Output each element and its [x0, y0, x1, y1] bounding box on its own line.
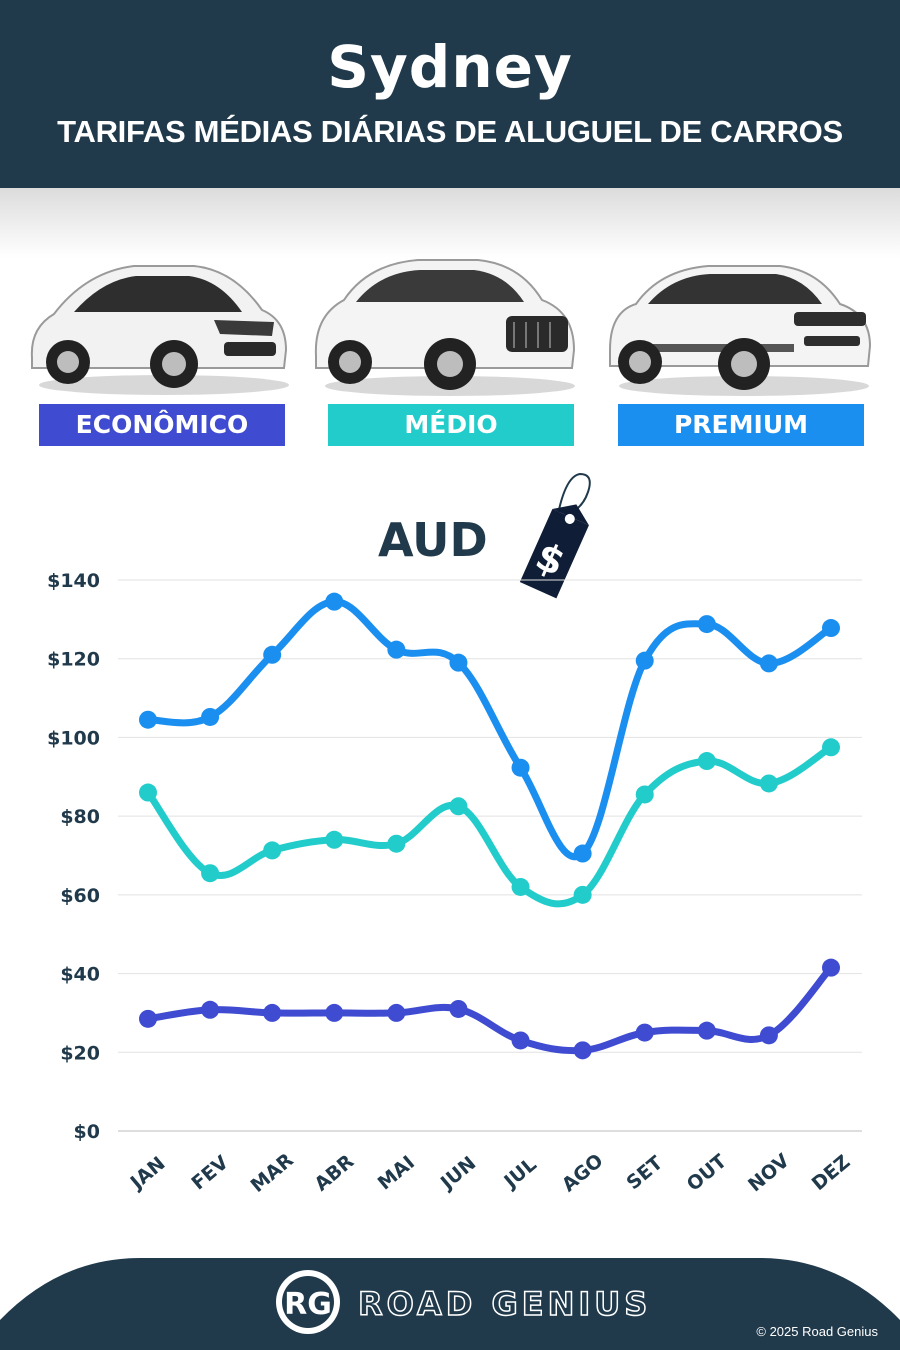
- y-tick-label: $0: [74, 1121, 100, 1143]
- data-point: [635, 1023, 654, 1042]
- x-tick-label: MAI: [374, 1151, 419, 1194]
- page-title: Sydney: [327, 33, 573, 101]
- data-point: [263, 841, 282, 860]
- data-point: [759, 1026, 778, 1045]
- premium-suv-icon: [609, 265, 872, 396]
- x-tick-label: ABR: [310, 1150, 358, 1195]
- data-point: [387, 1003, 406, 1022]
- legend-medio: MÉDIO: [328, 404, 574, 446]
- y-tick-label: $40: [60, 964, 100, 986]
- data-point: [449, 797, 468, 816]
- x-tick-label: NOV: [744, 1150, 794, 1197]
- data-point: [387, 640, 406, 659]
- x-tick-label: MAR: [247, 1149, 298, 1197]
- hatchback-car-icon: [30, 265, 289, 395]
- data-point: [697, 1021, 716, 1040]
- y-tick-label: $140: [47, 570, 100, 592]
- data-point: [635, 785, 654, 804]
- data-point: [635, 651, 654, 670]
- price-tag-icon: $: [519, 472, 591, 599]
- data-point: [139, 1009, 157, 1028]
- data-point: [387, 834, 406, 853]
- footer: RG: [0, 1258, 900, 1350]
- y-tick-label: $120: [47, 649, 100, 671]
- x-tick-label: SET: [622, 1152, 667, 1194]
- header: Sydney TARIFAS MÉDIAS DIÁRIAS DE ALUGUEL…: [0, 0, 900, 188]
- data-point: [822, 619, 840, 638]
- y-tick-label: $80: [60, 806, 100, 828]
- data-point: [201, 1000, 220, 1019]
- line-chart: $0 $20 $40 $60 $80 $100 $120 $140 JAN FEV MAR ABR MA…: [47, 570, 862, 1197]
- data-point: [759, 654, 778, 673]
- data-point: [325, 592, 344, 611]
- data-point: [449, 999, 468, 1018]
- x-tick-label: AGO: [558, 1150, 608, 1197]
- data-point: [822, 958, 840, 977]
- x-tick-label: OUT: [683, 1150, 731, 1196]
- y-tick-label: $20: [60, 1042, 100, 1064]
- data-point: [697, 615, 716, 634]
- copyright: © 2025 Road Genius: [756, 1324, 878, 1339]
- data-point: [573, 1041, 592, 1060]
- x-tick-label: JUN: [435, 1152, 480, 1195]
- data-point: [325, 1003, 344, 1022]
- data-point: [139, 710, 157, 729]
- data-point: [201, 864, 220, 883]
- data-point: [511, 877, 530, 896]
- legend-premium: PREMIUM: [618, 404, 864, 446]
- page-subtitle: TARIFAS MÉDIAS DIÁRIAS DE ALUGUEL DE CAR…: [57, 114, 843, 149]
- series-line: [144, 964, 835, 1055]
- data-point: [759, 774, 778, 793]
- x-tick-label: JAN: [125, 1152, 170, 1194]
- x-tick-label: FEV: [187, 1151, 233, 1194]
- data-point: [573, 844, 592, 863]
- header-shadow: [0, 188, 900, 258]
- y-tick-label: $60: [60, 885, 100, 907]
- data-point: [139, 783, 157, 802]
- x-tick-label: JUL: [499, 1153, 541, 1193]
- data-point: [511, 1031, 530, 1050]
- series-line: [144, 598, 835, 861]
- suv-car-icon: [314, 259, 576, 396]
- data-point: [449, 653, 468, 672]
- data-point: [325, 830, 344, 849]
- legend-economico: ECONÔMICO: [39, 404, 285, 446]
- brand-name: ROAD GENIUS: [357, 1284, 652, 1324]
- data-point: [697, 752, 716, 771]
- data-point: [573, 885, 592, 904]
- data-point: [201, 707, 220, 726]
- data-point: [263, 1003, 282, 1022]
- x-tick-label: DEZ: [808, 1151, 855, 1195]
- logo-text: RG: [284, 1287, 332, 1322]
- data-point: [263, 645, 282, 664]
- currency-label: AUD: [378, 513, 488, 567]
- y-tick-label: $100: [47, 727, 100, 749]
- data-point: [511, 758, 530, 777]
- data-point: [822, 738, 840, 757]
- series-line: [144, 743, 835, 908]
